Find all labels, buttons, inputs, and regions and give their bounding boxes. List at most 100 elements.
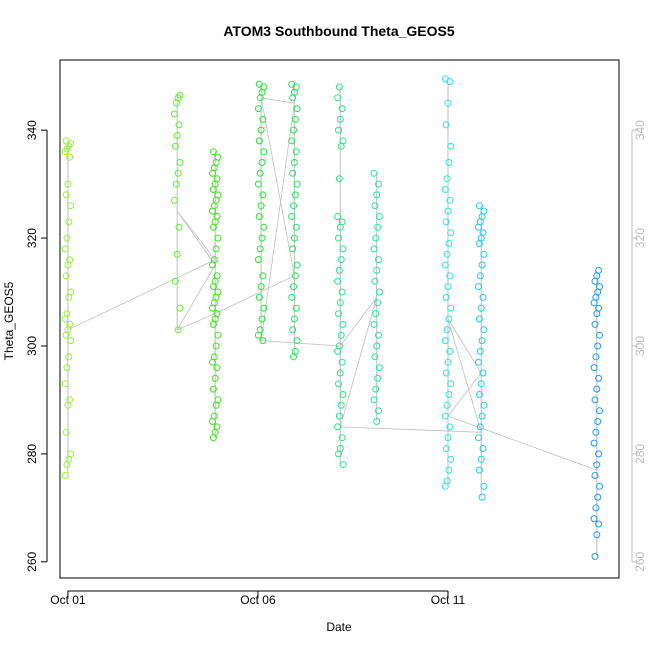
data-point	[63, 364, 71, 372]
data-point	[214, 331, 222, 339]
y-axis-label: Theta_GEOS5	[2, 281, 16, 360]
data-point	[596, 331, 603, 339]
data-point	[214, 396, 222, 404]
data-point	[338, 358, 346, 366]
data-point	[334, 94, 342, 102]
right-y-tick-label: 260	[633, 551, 647, 571]
data-point	[289, 326, 297, 334]
data-point	[210, 412, 218, 420]
data-point	[176, 159, 184, 166]
data-point	[478, 261, 486, 269]
data-point	[374, 223, 382, 231]
data-point	[476, 423, 484, 431]
data-point	[335, 342, 343, 350]
data-point	[593, 531, 601, 539]
data-point	[446, 272, 454, 280]
data-point	[291, 191, 299, 199]
data-point	[372, 385, 380, 393]
data-point	[173, 250, 181, 258]
data-point	[254, 256, 262, 264]
data-point	[66, 396, 74, 404]
data-point	[259, 337, 267, 345]
data-point	[171, 110, 178, 118]
data-point	[339, 137, 347, 145]
data-point	[336, 299, 344, 307]
data-point	[211, 374, 219, 382]
data-point	[370, 396, 378, 404]
data-point	[370, 245, 378, 253]
plot-frame	[59, 59, 620, 579]
data-point	[475, 434, 482, 442]
data-point	[373, 191, 381, 199]
data-point	[334, 277, 342, 285]
data-point	[375, 364, 383, 372]
data-point	[335, 266, 343, 274]
data-point	[338, 434, 346, 442]
data-point	[289, 169, 297, 177]
data-point	[66, 153, 74, 161]
data-point	[288, 213, 296, 220]
connector-lines	[67, 78, 598, 557]
data-point	[255, 213, 263, 220]
data-point	[595, 450, 603, 458]
data-point	[373, 342, 381, 350]
data-point	[590, 364, 598, 372]
data-point	[595, 304, 603, 312]
data-point	[259, 115, 267, 123]
data-points	[61, 75, 603, 560]
data-point	[259, 191, 267, 199]
data-point	[475, 391, 483, 398]
data-point	[443, 477, 451, 485]
data-point	[445, 240, 453, 247]
y-tick-label: 340	[25, 120, 39, 140]
data-point	[595, 374, 603, 382]
data-point	[442, 369, 450, 377]
data-point	[596, 407, 603, 415]
data-point	[441, 75, 449, 83]
data-point	[590, 515, 598, 523]
data-point	[594, 418, 602, 425]
data-point	[292, 304, 300, 312]
data-point	[370, 320, 378, 328]
data-point	[594, 493, 602, 501]
data-point	[338, 218, 346, 226]
data-point	[335, 412, 343, 420]
data-point	[477, 304, 485, 312]
data-point	[257, 202, 265, 210]
data-point	[475, 283, 482, 291]
data-point	[479, 445, 487, 452]
data-point	[444, 207, 452, 215]
data-point	[256, 169, 264, 177]
data-point	[447, 380, 455, 388]
data-point	[293, 105, 301, 113]
data-point	[175, 121, 183, 129]
data-point	[441, 261, 449, 269]
data-point	[444, 283, 452, 291]
data-point	[61, 472, 69, 479]
data-point	[596, 283, 603, 291]
data-point	[288, 137, 296, 145]
data-point	[373, 266, 381, 274]
data-point	[172, 180, 180, 188]
x-tick-label: Oct 01	[50, 593, 86, 607]
data-point	[446, 423, 454, 431]
data-point	[592, 428, 600, 436]
data-point	[213, 423, 221, 431]
data-point	[337, 401, 345, 409]
data-point	[256, 245, 264, 253]
data-point	[291, 347, 299, 355]
data-point	[212, 245, 220, 253]
data-point	[209, 148, 217, 156]
data-point	[478, 337, 486, 345]
data-point	[213, 175, 221, 183]
data-point	[173, 132, 181, 139]
data-point	[336, 115, 344, 123]
data-point	[476, 272, 484, 280]
data-point	[480, 326, 488, 334]
data-point	[375, 213, 383, 220]
data-point	[478, 493, 486, 501]
data-point	[478, 412, 486, 420]
data-point	[596, 482, 603, 490]
data-point	[292, 148, 300, 156]
right-y-tick-label: 300	[633, 336, 647, 356]
